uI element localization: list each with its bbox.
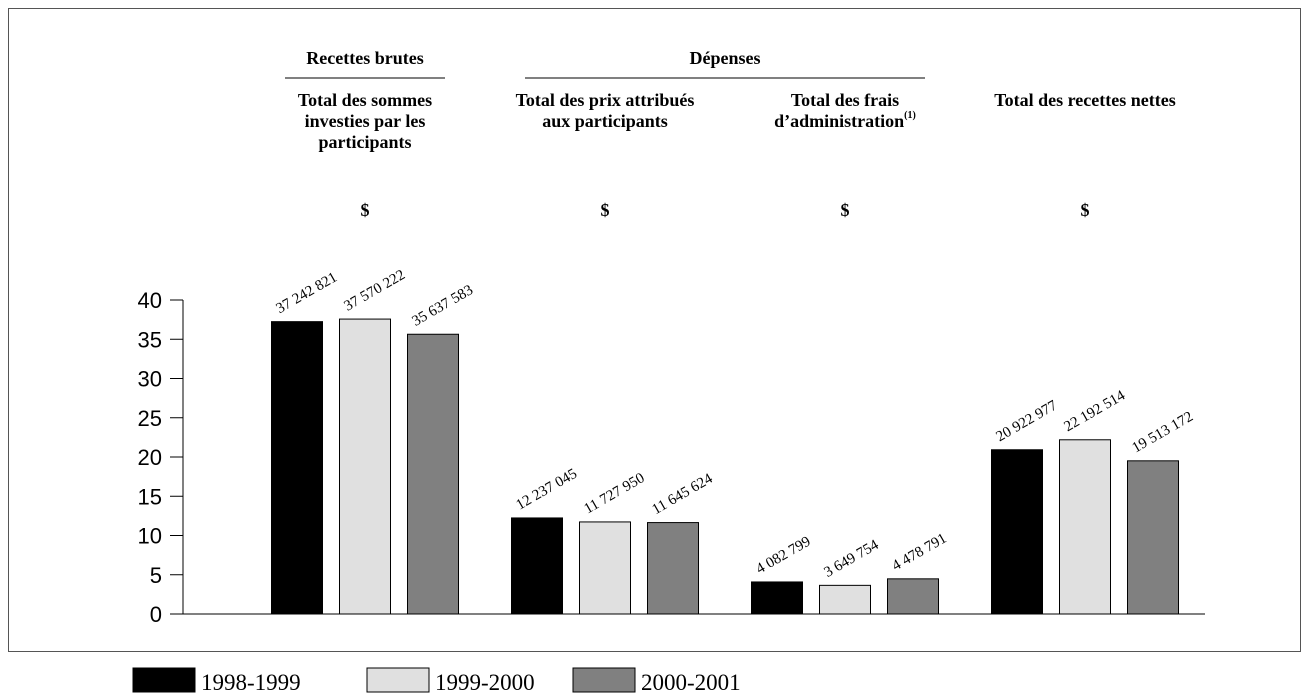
value-label: 11 645 624 xyxy=(650,470,716,518)
y-tick-label: 40 xyxy=(138,288,162,313)
y-tick-label: 25 xyxy=(138,406,162,431)
value-label: 11 727 950 xyxy=(582,470,648,517)
value-label: 22 192 514 xyxy=(1062,387,1129,435)
legend-swatch xyxy=(132,667,196,693)
category-text: Total des prix attribués aux participant… xyxy=(515,90,695,131)
y-tick-label: 35 xyxy=(138,327,162,352)
category-label-box: Total des recettes nettes xyxy=(990,90,1180,111)
bar xyxy=(271,321,323,615)
category-label: Total des prix attribués aux participant… xyxy=(510,90,700,132)
group-header: Recettes brutes xyxy=(306,48,423,68)
category-label-box: Total des sommes investies par les parti… xyxy=(270,90,460,153)
legend-label: 1999-2000 xyxy=(435,670,535,695)
category-label: Total des recettes nettes xyxy=(990,90,1180,111)
legend-swatch xyxy=(366,667,430,693)
value-label: 19 513 172 xyxy=(1130,409,1196,457)
bar xyxy=(339,318,391,615)
unit-label: $ xyxy=(601,200,610,220)
category-label: Total des sommes investies par les parti… xyxy=(270,90,460,153)
bar xyxy=(647,522,699,615)
value-label: 20 922 977 xyxy=(994,397,1061,445)
value-label: 35 637 583 xyxy=(410,282,476,330)
group-header: Dépenses xyxy=(690,48,761,68)
category-text: Total des sommes investies par les parti… xyxy=(297,90,433,152)
y-tick-label: 30 xyxy=(138,367,162,392)
legend-label: 1998-1999 xyxy=(201,670,301,695)
frame xyxy=(8,8,1301,652)
bar xyxy=(579,521,631,615)
y-tick-label: 5 xyxy=(150,563,162,588)
bar xyxy=(887,578,939,615)
unit-label: $ xyxy=(841,200,850,220)
bar xyxy=(511,517,563,615)
value-label: 37 570 222 xyxy=(342,267,408,315)
footnote-mark: (1) xyxy=(904,110,916,121)
category-label-box: Total des prix attribués aux participant… xyxy=(510,90,700,132)
unit-label: $ xyxy=(1081,200,1090,220)
unit-label: $ xyxy=(361,200,370,220)
category-text: Total des frais d’administration xyxy=(774,90,905,131)
legend-label: 2000-2001 xyxy=(641,670,741,695)
y-tick-label: 10 xyxy=(138,524,162,549)
bar xyxy=(751,581,803,615)
value-label: 12 237 045 xyxy=(514,466,580,514)
bar xyxy=(1059,439,1111,615)
value-label: 4 478 791 xyxy=(890,530,950,574)
value-label: 37 242 821 xyxy=(274,270,340,318)
y-tick-label: 20 xyxy=(138,445,162,470)
value-label: 3 649 754 xyxy=(822,537,882,581)
value-label: 4 082 799 xyxy=(754,534,814,578)
y-tick-label: 0 xyxy=(150,602,162,627)
category-text: Total des recettes nettes xyxy=(994,90,1176,110)
bar xyxy=(991,449,1043,615)
bar xyxy=(1127,460,1179,615)
bar xyxy=(407,333,459,615)
legend-swatch xyxy=(572,667,636,693)
category-label-box: Total des frais d’administration(1) xyxy=(750,90,940,132)
y-tick-label: 15 xyxy=(138,484,162,509)
category-label: Total des frais d’administration(1) xyxy=(750,90,940,132)
bar xyxy=(819,584,871,615)
